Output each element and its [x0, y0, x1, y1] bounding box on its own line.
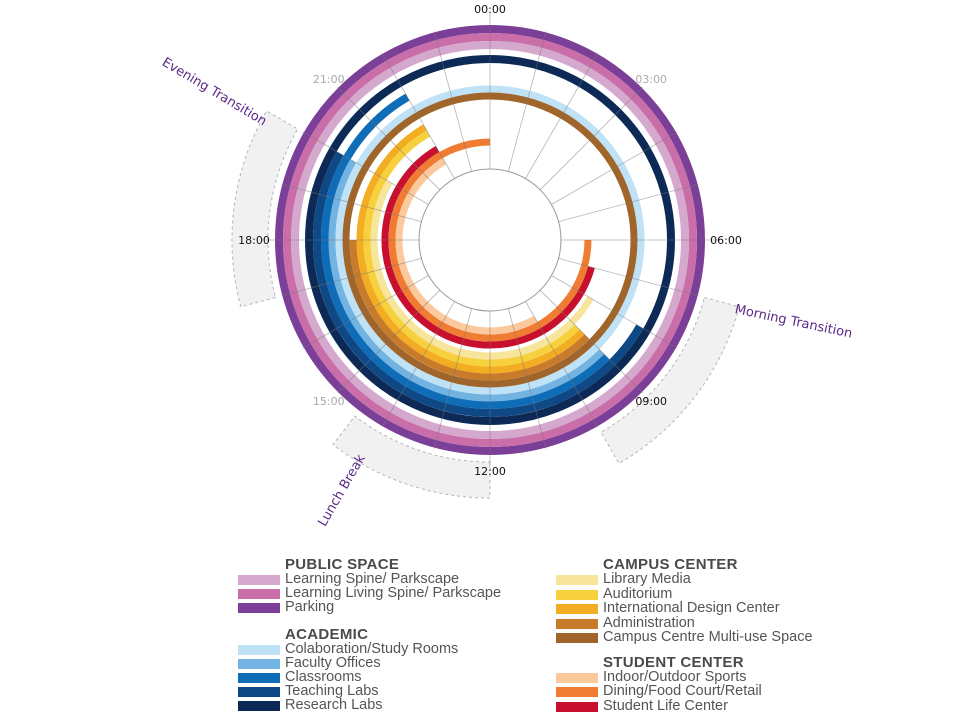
hour-label: 06:00 — [710, 234, 742, 247]
hour-gridline — [551, 131, 678, 205]
transition-zone — [231, 110, 299, 308]
hour-gridline — [525, 52, 599, 179]
legend-label: Administration — [603, 614, 695, 631]
hour-gridline — [336, 86, 441, 191]
inner-circle — [418, 168, 562, 312]
transition-zone — [332, 415, 491, 499]
legend-label: Learning Living Spine/ Parkscape — [285, 585, 502, 601]
hour-gridline — [336, 289, 441, 394]
hour-gridline — [281, 183, 422, 223]
hour-gridline — [302, 131, 429, 205]
hour-gridline — [381, 301, 455, 428]
hour-gridline — [525, 301, 599, 428]
legend-swatch — [238, 659, 280, 669]
legend-label: Dining/Food Court/Retail — [603, 683, 762, 700]
hour-gridline — [433, 31, 473, 172]
legend-heading-student: STUDENT CENTER — [603, 654, 744, 671]
hour-gridline — [302, 275, 429, 349]
hour-gridline — [381, 52, 455, 179]
hour-label: 03:00 — [635, 73, 667, 86]
legend-swatch — [556, 701, 598, 712]
legend-label: Colaboration/Study Rooms — [285, 641, 459, 657]
hour-label: 21:00 — [313, 73, 345, 86]
hour-gridline — [558, 183, 699, 223]
hour-label: 15:00 — [313, 395, 345, 408]
transition-zone — [600, 296, 740, 465]
legend-label: Student Life Center — [603, 697, 728, 714]
legend-swatch — [556, 687, 598, 698]
legend-swatch — [556, 673, 598, 683]
hour-label: 00:00 — [474, 3, 506, 16]
legend-swatch — [556, 589, 598, 600]
legend-swatch — [238, 687, 280, 697]
hour-gridline — [539, 289, 644, 394]
legend-label: Learning Spine/ Parkscape — [285, 571, 460, 587]
legend-swatch — [238, 603, 280, 613]
legend-label: Parking — [285, 599, 335, 615]
ring-international-design-center — [356, 124, 585, 374]
hour-gridline — [558, 257, 699, 297]
ring-administration — [349, 239, 590, 381]
legend-swatch — [238, 645, 280, 655]
hour-label: 09:00 — [635, 395, 667, 408]
legend-label: Classrooms — [285, 669, 362, 685]
hour-gridline — [281, 257, 422, 297]
legend-heading-campus: CAMPUS CENTER — [603, 556, 738, 573]
hour-gridline — [551, 275, 678, 349]
hour-label: 18:00 — [238, 234, 270, 247]
radial-schedule-chart: 00:00 03:00 06:00 09:00 12:00 15:00 18:00 21:00 — [231, 3, 742, 499]
hour-gridline — [539, 86, 644, 191]
legend-label: Teaching Labs — [285, 683, 379, 699]
legend-swatch — [556, 575, 598, 585]
legend-heading-academic: ACADEMIC — [285, 626, 369, 643]
legend-heading-public: PUBLIC SPACE — [285, 556, 400, 573]
hour-label: 12:00 — [474, 465, 506, 478]
legend-label: Library Media — [603, 571, 691, 587]
legend-label: Auditorium — [603, 585, 673, 602]
ring-auditorium — [363, 130, 580, 367]
legend-swatch — [556, 633, 598, 644]
legend-swatch — [238, 673, 280, 683]
hour-gridline — [433, 308, 473, 449]
legend-label: Research Labs — [285, 697, 383, 713]
legend-swatch — [238, 589, 280, 599]
legend-label: International Design Center — [603, 600, 780, 617]
ring-faculty-offices — [328, 159, 605, 402]
legend-swatch — [556, 618, 598, 629]
legend-swatch — [238, 701, 280, 711]
legend-swatch — [238, 575, 280, 585]
hour-gridline — [507, 308, 547, 449]
hour-gridline — [507, 31, 547, 172]
ring-student-life-center — [381, 146, 595, 349]
legend-label: Faculty Offices — [285, 655, 381, 671]
legend-swatch — [556, 604, 598, 615]
legend-label: Indoor/Outdoor Sports — [603, 669, 747, 685]
legend-label: Campus Centre Multi-use Space — [603, 629, 813, 646]
